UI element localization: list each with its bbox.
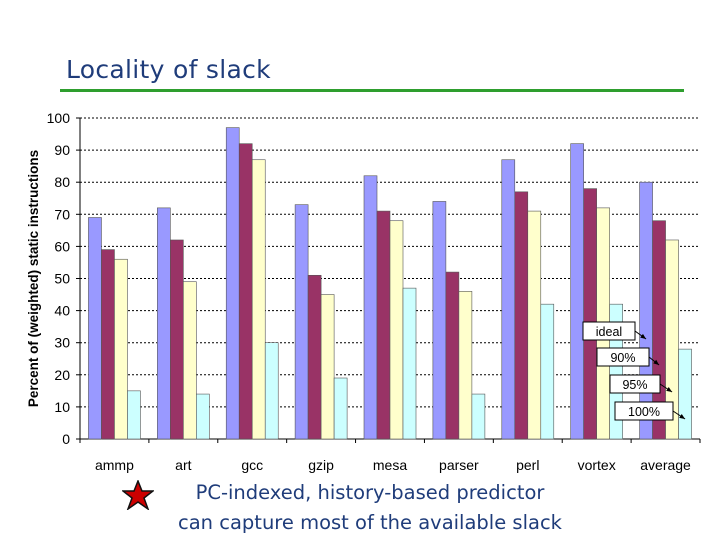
bar-art-90%	[170, 239, 184, 440]
bar-gzip-90%	[307, 274, 322, 440]
bar-parser-95%	[458, 291, 473, 440]
legend-box	[582, 321, 636, 341]
legend-arrowhead	[653, 359, 660, 365]
bar-parser-100%	[471, 393, 486, 440]
footer-line-2: can capture most of the available slack	[178, 511, 562, 534]
y-tick-label: 30	[54, 335, 70, 351]
bar-gcc-90%	[238, 143, 253, 440]
bar-art-100%	[196, 393, 210, 440]
bar-perl-95%	[527, 210, 542, 440]
bar-gzip-95%	[320, 294, 335, 440]
bar-gzip-ideal	[294, 204, 309, 440]
slide-title: Locality of slack	[66, 55, 271, 84]
bar-ammp-ideal	[88, 217, 102, 440]
bar-perl-90%	[514, 191, 529, 440]
title-underline	[60, 89, 684, 92]
star-icon	[122, 480, 154, 510]
y-tick-label: 20	[54, 367, 70, 383]
y-tick-label: 40	[54, 303, 70, 319]
bar-vortex-90%	[583, 188, 597, 440]
x-tick-label: vortex	[578, 457, 616, 473]
bar-gcc-95%	[251, 159, 266, 440]
footer-line-1: PC-indexed, history-based predictor	[195, 481, 545, 504]
bar-gcc-100%	[264, 342, 279, 440]
y-tick-label: 80	[54, 174, 70, 190]
bar-art-95%	[183, 281, 197, 440]
x-tick-label: art	[175, 457, 191, 473]
legend-arrowhead	[679, 413, 686, 419]
bar-parser-90%	[445, 271, 460, 440]
y-tick-label: 90	[54, 142, 70, 158]
legend-label: 90%	[610, 351, 635, 365]
bar-ammp-90%	[101, 249, 115, 440]
legend-arrowhead	[640, 333, 647, 339]
legend-box	[596, 347, 650, 367]
bar-average-100%	[678, 348, 692, 440]
y-tick-label: 70	[54, 206, 70, 222]
y-tick-label: 0	[62, 431, 70, 447]
y-tick-label: 100	[47, 110, 71, 126]
bar-mesa-100%	[402, 287, 417, 440]
legend-box	[614, 401, 674, 421]
bar-ammp-100%	[127, 390, 141, 440]
bar-mesa-90%	[376, 210, 391, 440]
bar-ammp-95%	[114, 258, 128, 440]
legend-label: 100%	[628, 405, 660, 419]
legend-label: ideal	[596, 325, 622, 339]
legend-label: 95%	[622, 378, 647, 392]
bar-perl-ideal	[501, 159, 516, 440]
bar-mesa-ideal	[363, 175, 378, 440]
legend-arrowhead	[666, 386, 673, 392]
bar-parser-ideal	[432, 201, 447, 440]
x-tick-label: ammp	[95, 457, 134, 473]
bar-vortex-ideal	[570, 143, 584, 440]
x-tick-label: gcc	[241, 457, 263, 473]
x-tick-label: gzip	[308, 457, 334, 473]
y-axis-label: Percent of (weighted) static instruction…	[26, 150, 41, 407]
y-tick-label: 10	[54, 399, 70, 415]
legend-box	[609, 374, 661, 394]
bar-art-ideal	[157, 207, 171, 440]
x-tick-label: mesa	[373, 457, 407, 473]
x-tick-label: parser	[439, 457, 479, 473]
bar-gzip-100%	[333, 377, 348, 440]
bar-perl-100%	[540, 303, 555, 440]
y-tick-label: 60	[54, 238, 70, 254]
x-tick-label: average	[640, 457, 691, 473]
y-tick-label: 50	[54, 271, 70, 287]
x-tick-label: perl	[516, 457, 539, 473]
bar-average-ideal	[639, 181, 653, 440]
bar-mesa-95%	[389, 220, 404, 440]
bar-gcc-ideal	[225, 127, 240, 440]
